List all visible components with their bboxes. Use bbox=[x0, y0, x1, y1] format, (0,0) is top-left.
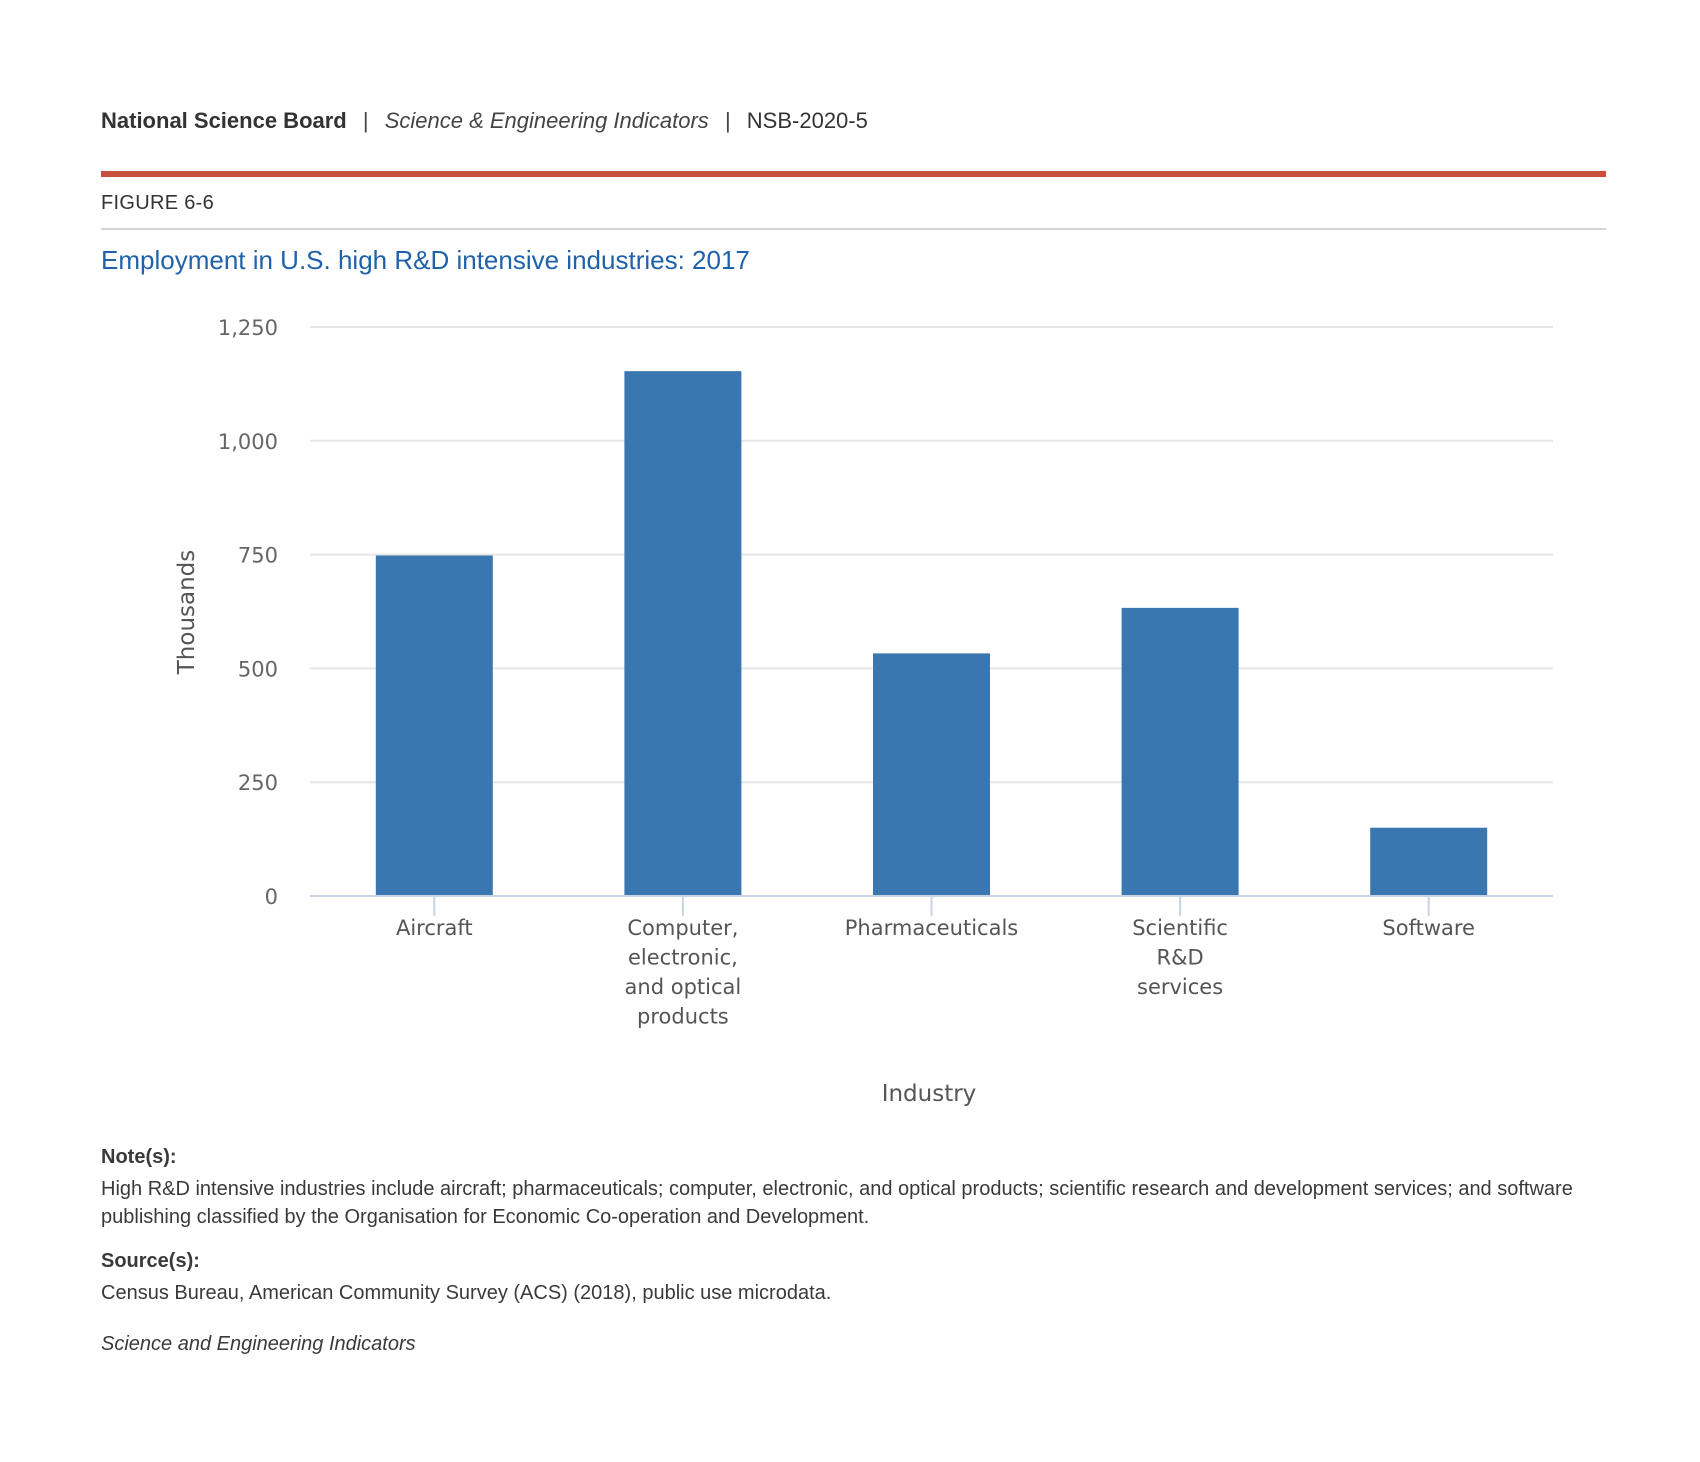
accent-rule bbox=[101, 171, 1606, 177]
bar bbox=[1121, 607, 1239, 896]
bar bbox=[873, 653, 990, 896]
report-header: National Science Board | Science & Engin… bbox=[101, 108, 868, 134]
y-tick-label: 250 bbox=[238, 771, 278, 795]
header-separator: | bbox=[362, 108, 369, 133]
y-tick-label: 1,000 bbox=[218, 430, 278, 454]
header-separator: | bbox=[724, 108, 731, 133]
header-org: National Science Board bbox=[101, 108, 347, 133]
y-tick-label: 1,250 bbox=[218, 316, 278, 340]
x-tick-label: R&D bbox=[1157, 946, 1204, 970]
notes-section: Note(s): High R&D intensive industries i… bbox=[101, 1143, 1621, 1323]
x-tick-label: electronic, bbox=[628, 946, 738, 970]
sources-text: Census Bureau, American Community Survey… bbox=[101, 1282, 832, 1304]
x-tick-label: Aircraft bbox=[396, 916, 473, 940]
x-tick-label: products bbox=[637, 1005, 729, 1029]
notes-text: High R&D intensive industries include ai… bbox=[101, 1178, 1573, 1228]
divider bbox=[101, 228, 1606, 230]
figure-label: FIGURE 6-6 bbox=[101, 192, 215, 214]
bar bbox=[624, 371, 742, 896]
chart-title: Employment in U.S. high R&D intensive in… bbox=[101, 245, 750, 275]
x-tick-label: Scientific bbox=[1132, 916, 1228, 940]
header-publication: Science & Engineering Indicators bbox=[384, 108, 709, 133]
notes-heading: Note(s): bbox=[101, 1146, 177, 1168]
y-tick-label: 0 bbox=[265, 885, 278, 909]
x-tick-label: Pharmaceuticals bbox=[845, 916, 1018, 940]
x-tick-label: Computer, bbox=[627, 916, 738, 940]
footer-text: Science and Engineering Indicators bbox=[101, 1333, 416, 1355]
x-axis-title: Industry bbox=[882, 1081, 977, 1107]
x-tick-label: services bbox=[1137, 975, 1223, 999]
x-tick-label: and optical bbox=[625, 975, 742, 999]
bar bbox=[1370, 827, 1488, 896]
y-tick-label: 500 bbox=[238, 657, 278, 681]
header-report-id: NSB-2020-5 bbox=[746, 108, 868, 133]
y-axis-title: Thousands bbox=[174, 550, 200, 676]
sources-heading: Source(s): bbox=[101, 1250, 200, 1272]
y-tick-label: 750 bbox=[238, 544, 278, 568]
x-tick-label: Software bbox=[1382, 916, 1475, 940]
bar-chart: 0 250 500 750 1,000 1,250 Aircraft Computer, ele… bbox=[174, 316, 1553, 1107]
bar bbox=[375, 555, 493, 896]
